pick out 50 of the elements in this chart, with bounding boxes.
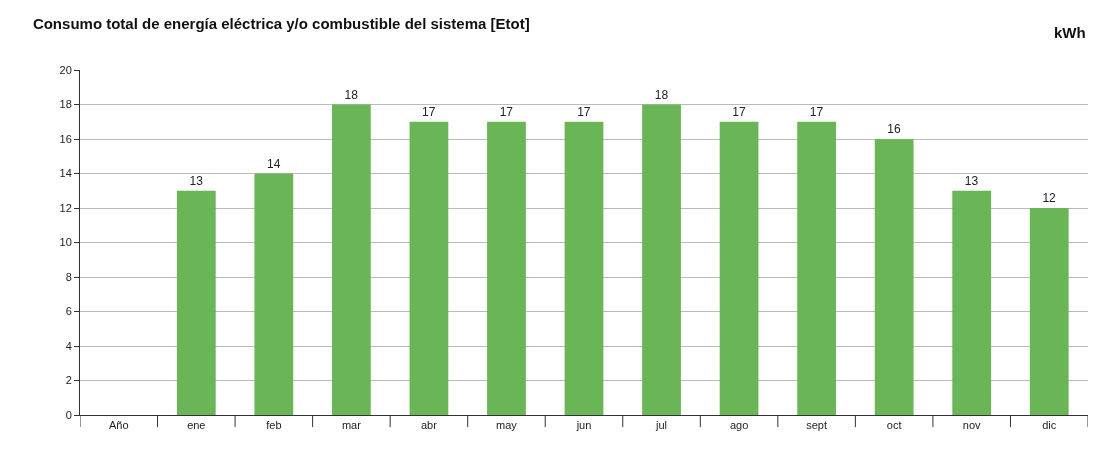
- data-label: 18: [344, 87, 359, 102]
- x-tick-label: jun: [575, 419, 592, 432]
- bar: [254, 173, 294, 415]
- chart-title: Consumo total de energía eléctrica y/o combustible del sistema [Etot]: [32, 14, 530, 32]
- x-tick-label: feb: [266, 419, 282, 432]
- data-label: 17: [499, 104, 514, 119]
- x-tick-label: ene: [187, 419, 206, 432]
- bar: [719, 121, 759, 415]
- x-tick-label: nov: [962, 419, 982, 432]
- y-tick-label: 12: [59, 201, 72, 214]
- bar: [332, 104, 371, 415]
- y-tick-label: 6: [65, 305, 72, 318]
- data-label: 17: [809, 104, 824, 119]
- y-tick-label: 2: [65, 374, 72, 387]
- bar: [409, 121, 449, 415]
- bar: [1029, 208, 1069, 415]
- bar: [952, 190, 992, 415]
- y-tick-label: 10: [59, 236, 72, 249]
- y-tick-label: 14: [59, 167, 72, 180]
- x-tick-label: jul: [655, 419, 668, 432]
- data-label: 17: [422, 104, 436, 119]
- data-label: 17: [732, 104, 746, 119]
- data-label: 13: [189, 173, 204, 188]
- x-tick-label: mar: [341, 419, 362, 432]
- y-tick-label: 8: [65, 270, 72, 283]
- x-tick-label: dic: [1042, 419, 1057, 432]
- bar: [176, 190, 216, 415]
- x-tick-label: ago: [729, 419, 749, 432]
- bar: [642, 104, 681, 415]
- text: kWh: [1054, 24, 1086, 41]
- x-tick-label: oct: [886, 419, 902, 432]
- data-label: 16: [887, 122, 901, 136]
- data-label: 18: [654, 87, 669, 102]
- data-label: 17: [577, 104, 591, 119]
- y-tick-label: 16: [59, 132, 72, 145]
- data-label: 12: [1042, 191, 1057, 205]
- data-label: 14: [267, 156, 281, 171]
- bar: [797, 121, 836, 415]
- y-tick-label: 18: [59, 98, 72, 111]
- y-tick-label: 20: [59, 63, 72, 76]
- data-label: 13: [964, 173, 979, 188]
- bar: [874, 139, 914, 415]
- bar: [564, 121, 604, 415]
- x-tick-label: Año: [108, 419, 129, 432]
- x-tick-label: may: [496, 419, 518, 432]
- y-tick-label: 0: [65, 408, 72, 421]
- x-tick-label: abr: [420, 419, 438, 432]
- bar: [487, 121, 526, 415]
- y-tick-label: 4: [65, 339, 72, 352]
- x-tick-label: sept: [806, 419, 828, 432]
